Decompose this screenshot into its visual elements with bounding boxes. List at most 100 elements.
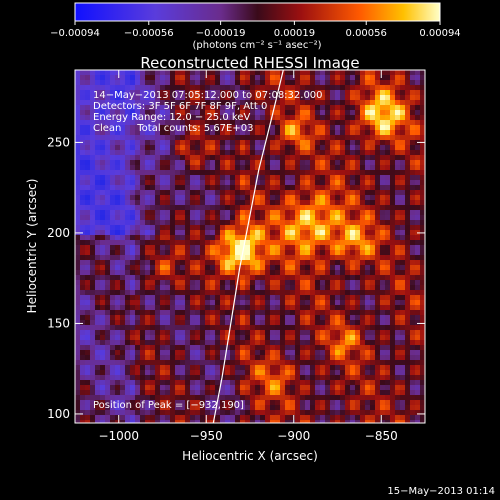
heatmap-cell [125,165,130,170]
heatmap-cell [290,385,295,390]
heatmap-cell [225,405,230,410]
heatmap-cell [100,155,105,160]
heatmap-cell [260,235,265,240]
heatmap-cell [210,375,215,380]
heatmap-cell [170,75,175,80]
heatmap-cell [230,355,235,360]
heatmap-cell [120,285,125,290]
heatmap-cell [120,310,125,315]
heatmap-cell [100,400,105,405]
heatmap-cell [255,85,260,90]
heatmap-cell [410,90,415,95]
heatmap-cell [310,405,315,410]
heatmap-cell [275,385,280,390]
heatmap-cell [170,210,175,215]
heatmap-cell [130,365,135,370]
heatmap-cell [215,415,220,420]
heatmap-cell [420,265,425,270]
heatmap-cell [355,295,360,300]
heatmap-cell [230,70,235,75]
heatmap-cell [365,170,370,175]
heatmap-cell [115,170,120,175]
heatmap-cell [340,220,345,225]
heatmap-cell [130,135,135,140]
heatmap-cell [150,200,155,205]
heatmap-cell [210,225,215,230]
heatmap-cell [150,390,155,395]
heatmap-cell [420,215,425,220]
heatmap-cell [330,105,335,110]
heatmap-cell [185,305,190,310]
heatmap-cell [80,165,85,170]
heatmap-cell [230,325,235,330]
heatmap-cell [330,170,335,175]
heatmap-cell [95,365,100,370]
heatmap-cell [325,170,330,175]
heatmap-cell [185,405,190,410]
heatmap-cell [200,295,205,300]
heatmap-cell [260,270,265,275]
heatmap-cell [125,235,130,240]
heatmap-cell [305,395,310,400]
heatmap-cell [135,135,140,140]
heatmap-cell [95,405,100,410]
heatmap-cell [360,155,365,160]
heatmap-cell [335,410,340,415]
heatmap-cell [215,155,220,160]
heatmap-cell [415,255,420,260]
heatmap-cell [180,170,185,175]
heatmap-cell [380,175,385,180]
heatmap-cell [215,210,220,215]
heatmap-cell [100,275,105,280]
heatmap-cell [270,320,275,325]
heatmap-cell [325,180,330,185]
heatmap-cell [340,230,345,235]
heatmap-cell [120,115,125,120]
heatmap-cell [125,155,130,160]
heatmap-cell [395,325,400,330]
heatmap-cell [350,230,355,235]
heatmap-cell [180,190,185,195]
heatmap-cell [290,260,295,265]
heatmap-cell [305,370,310,375]
heatmap-cell [380,345,385,350]
heatmap-cell [315,185,320,190]
heatmap-cell [310,380,315,385]
heatmap-cell [290,360,295,365]
heatmap-cell [345,235,350,240]
heatmap-cell [295,245,300,250]
heatmap-cell [265,115,270,120]
heatmap-cell [320,315,325,320]
heatmap-cell [110,340,115,345]
heatmap-cell [355,75,360,80]
heatmap-cell [420,220,425,225]
heatmap-cell [295,310,300,315]
heatmap-cell [155,210,160,215]
heatmap-cell [110,400,115,405]
heatmap-cell [290,205,295,210]
heatmap-cell [205,265,210,270]
heatmap-cell [130,330,135,335]
heatmap-cell [270,395,275,400]
heatmap-cell [270,300,275,305]
heatmap-cell [160,215,165,220]
heatmap-cell [95,360,100,365]
heatmap-cell [240,265,245,270]
heatmap-cell [360,245,365,250]
heatmap-cell [355,100,360,105]
heatmap-cell [220,180,225,185]
heatmap-cell [330,250,335,255]
heatmap-cell [225,360,230,365]
heatmap-cell [290,415,295,420]
heatmap-cell [395,380,400,385]
heatmap-cell [255,280,260,285]
heatmap-cell [110,115,115,120]
heatmap-cell [355,360,360,365]
heatmap-cell [235,175,240,180]
heatmap-cell [220,345,225,350]
heatmap-cell [400,235,405,240]
heatmap-cell [100,315,105,320]
heatmap-cell [190,110,195,115]
heatmap-cell [85,270,90,275]
heatmap-cell [400,240,405,245]
